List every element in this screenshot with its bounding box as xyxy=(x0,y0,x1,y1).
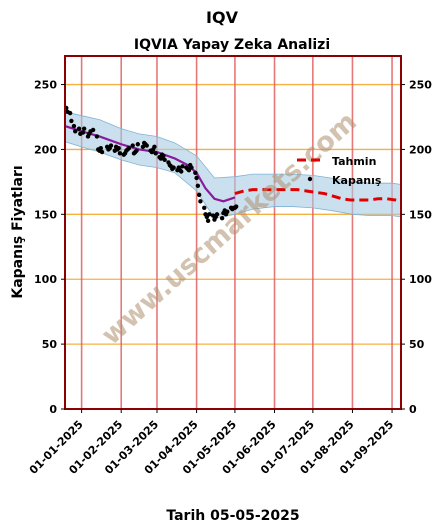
data-point xyxy=(179,169,184,174)
data-point xyxy=(171,165,176,170)
y-tick-label: 150 xyxy=(34,208,57,221)
legend-label-forecast: Tahmin xyxy=(332,155,376,168)
data-point xyxy=(233,204,239,209)
data-point xyxy=(196,192,202,198)
data-point xyxy=(152,144,157,150)
data-point xyxy=(194,175,199,181)
data-point xyxy=(69,118,74,124)
y-tick-label: 200 xyxy=(409,143,432,156)
data-point xyxy=(76,126,82,131)
data-point xyxy=(98,145,103,151)
x-ticks: 01-01-202501-02-202501-03-202501-04-2025… xyxy=(27,409,396,477)
y-tick-label: 100 xyxy=(34,273,57,286)
data-point xyxy=(205,218,211,224)
data-point xyxy=(81,126,87,131)
y-axis-label: Kapanış Fiyatları xyxy=(10,165,26,298)
data-point xyxy=(198,199,203,204)
data-point xyxy=(117,151,123,156)
data-point xyxy=(135,142,141,147)
y-tick-label: 250 xyxy=(409,79,432,92)
y-ticks-right: 0 50 100 150 200 250 xyxy=(401,79,432,416)
legend-label-closing: Kapanış xyxy=(332,174,382,187)
data-point xyxy=(180,164,185,169)
data-point xyxy=(134,148,139,153)
data-point xyxy=(189,165,194,170)
data-point xyxy=(80,130,86,135)
y-tick-label: 50 xyxy=(42,338,58,351)
legend-swatch-closing xyxy=(307,176,313,182)
data-point xyxy=(126,145,132,151)
data-point xyxy=(108,143,114,148)
forecast-line xyxy=(234,188,402,203)
y-tick-label: 100 xyxy=(409,273,432,286)
data-point xyxy=(130,143,135,148)
data-point xyxy=(162,157,167,163)
data-point xyxy=(99,149,105,155)
legend: Tahmin Kapanış xyxy=(297,155,382,187)
chart-subtitle: IQVIA Yapay Zeka Analizi xyxy=(134,37,330,53)
smooth-series-line xyxy=(64,125,236,203)
data-point xyxy=(71,123,77,129)
x-axis-label: Tarih 05-05-2025 xyxy=(166,508,299,524)
data-point xyxy=(144,143,149,148)
data-point xyxy=(202,205,207,211)
data-point xyxy=(67,110,73,116)
y-ticks-left: 0 50 100 150 200 250 xyxy=(34,79,65,416)
data-point xyxy=(161,153,166,159)
data-point xyxy=(207,212,212,217)
smooth-line xyxy=(64,125,236,203)
y-tick-label: 0 xyxy=(409,403,417,416)
data-point xyxy=(116,145,121,151)
data-point xyxy=(214,212,220,217)
y-tick-label: 0 xyxy=(49,403,57,416)
data-point xyxy=(219,216,225,221)
data-point xyxy=(94,134,100,139)
data-point xyxy=(90,127,96,133)
y-tick-label: 50 xyxy=(409,338,425,351)
data-point xyxy=(193,170,198,176)
data-point xyxy=(153,151,158,156)
forecast-series-line xyxy=(234,188,402,203)
y-tick-label: 200 xyxy=(34,143,57,156)
closing-price-points xyxy=(64,105,239,224)
data-point xyxy=(195,183,201,188)
plot-frame xyxy=(64,55,402,410)
chart-title: IQV xyxy=(206,8,239,27)
y-tick-label: 250 xyxy=(34,79,57,92)
data-point xyxy=(73,129,78,134)
y-tick-label: 150 xyxy=(409,208,432,221)
gridlines-vertical xyxy=(80,56,393,409)
data-point xyxy=(225,209,230,214)
